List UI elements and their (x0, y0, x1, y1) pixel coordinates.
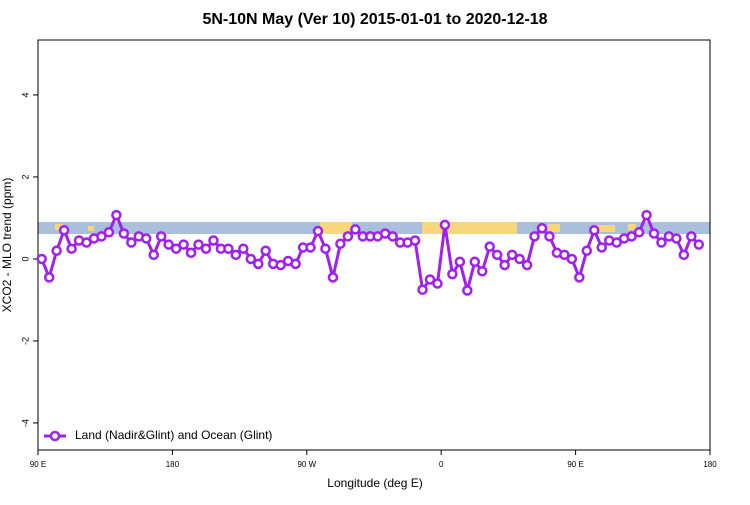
legend-label: Land (Nadir&Glint) and Ocean (Glint) (75, 428, 272, 442)
data-point (693, 239, 705, 250)
data-point (611, 237, 622, 248)
data-point (484, 241, 495, 252)
x-tick-label: 180 (166, 460, 180, 469)
x-tick-label: 0 (439, 460, 444, 469)
y-tick-label: 4 (20, 92, 30, 97)
data-point (559, 249, 570, 261)
data-point (200, 243, 212, 254)
y-tick-label: 0 (20, 256, 30, 261)
data-point (566, 253, 578, 265)
data-point (342, 231, 354, 242)
data-point (589, 224, 600, 236)
data-point (529, 231, 540, 242)
legend-marker (49, 430, 61, 442)
data-point (148, 249, 159, 261)
data-point (245, 253, 257, 265)
data-point (66, 243, 77, 254)
data-point (462, 285, 473, 296)
data-point (58, 224, 70, 236)
data-point (51, 245, 62, 256)
data-point (417, 284, 428, 295)
data-point (260, 245, 271, 256)
data-point (686, 231, 697, 242)
data-point (305, 242, 316, 253)
data-point (678, 249, 690, 261)
data-point (275, 259, 286, 271)
data-point (641, 209, 652, 221)
data-point (409, 235, 421, 246)
data-point (185, 247, 197, 259)
data-point (178, 239, 189, 250)
data-point (96, 231, 107, 242)
data-point (499, 259, 510, 271)
data-point (141, 233, 152, 244)
data-point (477, 265, 488, 277)
y-tick-label: -2 (20, 337, 30, 345)
data-point (544, 231, 555, 242)
data-point (424, 274, 436, 285)
data-point (126, 237, 137, 248)
data-point (170, 243, 182, 254)
x-tick-label: 90 E (567, 460, 583, 469)
data-point (118, 228, 130, 239)
data-point (253, 258, 264, 270)
x-tick-label: 90 E (30, 460, 46, 469)
data-point (103, 227, 115, 238)
data-point (648, 228, 660, 239)
data-point (671, 233, 682, 244)
data-point (81, 237, 92, 248)
data-point (43, 272, 55, 283)
data-point (193, 239, 204, 250)
x-tick-label: 180 (703, 460, 717, 469)
data-point (111, 209, 122, 221)
data-point (320, 243, 331, 254)
data-point (447, 268, 458, 280)
data-point (536, 222, 548, 234)
data-point (469, 256, 481, 268)
data-point (238, 243, 249, 254)
y-axis-label: XCO2 - MLO trend (ppm) (0, 178, 14, 313)
data-point (506, 249, 518, 261)
data-point (223, 243, 234, 254)
y-tick-label: 2 (20, 174, 30, 179)
data-point (335, 238, 346, 250)
x-axis-label: Longitude (deg E) (327, 476, 422, 490)
data-point (574, 272, 585, 283)
data-point (208, 235, 219, 246)
data-point (633, 227, 645, 238)
data-point (514, 253, 525, 265)
data-point (656, 237, 667, 248)
plot-frame (37, 39, 711, 451)
data-point (350, 224, 361, 235)
data-point (230, 249, 242, 261)
data-point (521, 259, 533, 271)
x-tick-label: 90 W (297, 460, 316, 469)
data-point (36, 253, 47, 265)
data-point (163, 239, 174, 250)
data-point (327, 272, 339, 283)
data-point (387, 231, 398, 242)
data-point (312, 225, 324, 237)
data-point (491, 249, 503, 261)
data-point (155, 231, 167, 242)
chart-title: 5N-10N May (Ver 10) 2015-01-01 to 2020-1… (202, 11, 547, 28)
data-point (596, 242, 607, 253)
data-point (454, 256, 466, 268)
data-point (581, 245, 593, 256)
data-point (439, 219, 451, 231)
y-tick-label: -4 (20, 419, 30, 427)
data-point (290, 258, 301, 270)
data-point (626, 231, 637, 242)
data-point (432, 278, 443, 289)
